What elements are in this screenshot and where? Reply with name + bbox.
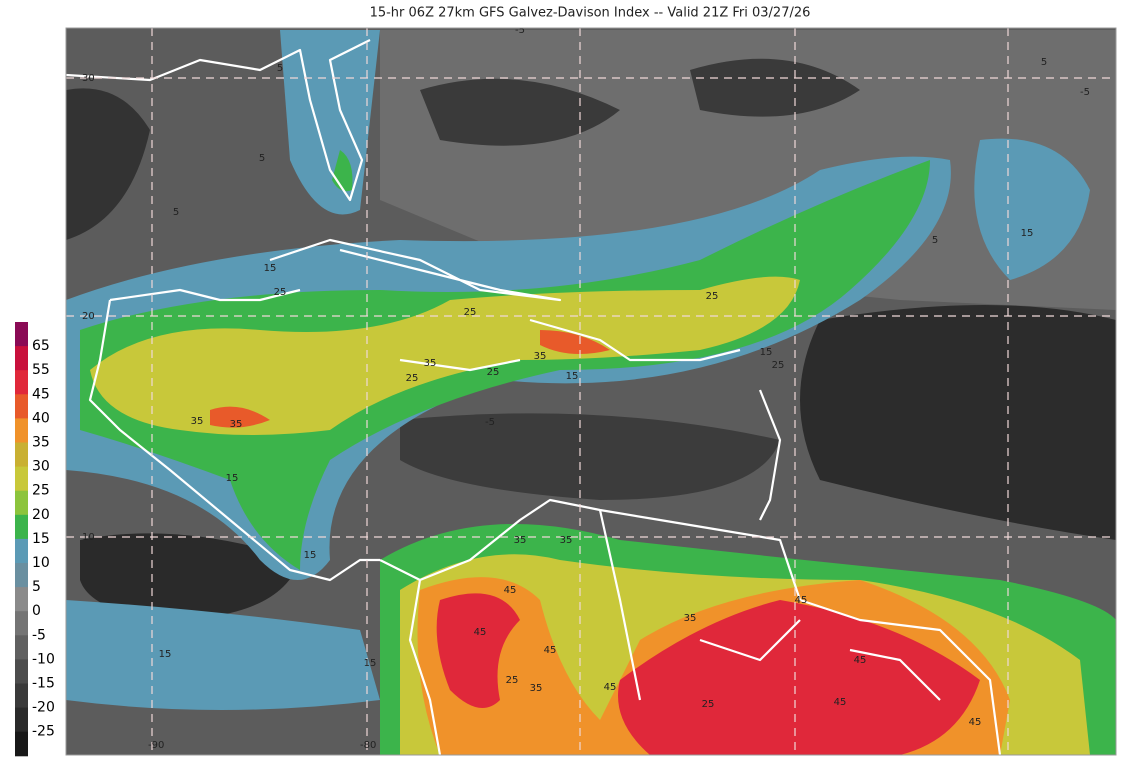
colorbar-label: 0 [32, 603, 41, 619]
contour-label: 45 [795, 595, 808, 606]
colorbar-swatch [15, 466, 28, 492]
colorbar-swatch [15, 731, 28, 757]
contour-label: -5 [515, 25, 525, 36]
colorbar-label: 5 [32, 579, 41, 595]
contour-label: 15 [1021, 228, 1034, 239]
colorbar-label: -5 [32, 627, 46, 643]
colorbar-swatch [15, 490, 28, 516]
contour-label: 35 [530, 683, 543, 694]
colorbar-label: 35 [32, 435, 50, 451]
coastlines [66, 39, 1002, 755]
colorbar-swatch [15, 442, 28, 468]
colorbar-label: 10 [32, 555, 50, 571]
contour-label: 25 [706, 291, 719, 302]
colorbar-label: 45 [32, 386, 50, 402]
map-field: 30 20 10 -90 -80 -5 5 -5 5 5 15 25 25 35 25 35 35 25 25 35… [66, 25, 1116, 755]
lon-label: -80 [360, 740, 376, 751]
colorbar-label: 65 [32, 338, 50, 354]
colorbar-swatch [15, 635, 28, 660]
colorbar-label: -15 [32, 676, 55, 692]
colorbar-swatch [15, 587, 28, 612]
contour-label: 45 [544, 645, 557, 656]
colorbar-label: 15 [32, 531, 50, 547]
contour-label: 25 [487, 367, 500, 378]
colorbar-swatch [15, 538, 28, 564]
contour-label: 25 [506, 675, 519, 686]
colorbar-swatch [15, 659, 28, 684]
contour-label: 5 [259, 153, 265, 164]
contour-label: 45 [504, 585, 517, 596]
contour-label: 35 [684, 613, 697, 624]
contour-label: 35 [230, 419, 243, 430]
colorbar-swatch [15, 394, 28, 419]
contour-label: 45 [474, 627, 487, 638]
contour-label: -5 [485, 417, 495, 428]
contour-label: 15 [264, 263, 277, 274]
contour-label: 15 [226, 473, 239, 484]
colorbar-label: 20 [32, 507, 50, 523]
colorbar-label: -25 [32, 724, 55, 740]
contour-label: 5 [1041, 57, 1047, 68]
colorbar-swatch [15, 683, 28, 709]
contour-label: 15 [159, 649, 172, 660]
map-title: 15-hr 06Z 27km GFS Galvez-Davison Index … [370, 6, 811, 21]
contour-label: 35 [534, 351, 547, 362]
contour-label: 15 [304, 550, 317, 561]
colorbar-swatch [15, 322, 28, 347]
colorbar-swatch [15, 707, 28, 733]
colorbar-swatch [15, 370, 28, 395]
contour-label: 45 [834, 697, 847, 708]
contour-label: 25 [702, 699, 715, 710]
colorbar-label: 25 [32, 483, 50, 499]
contour-label: 35 [560, 535, 573, 546]
colorbar-swatch [15, 346, 28, 371]
colorbar-label: -20 [32, 700, 55, 716]
contour-label: 15 [364, 658, 377, 669]
contour-label: 45 [969, 717, 982, 728]
colorbar-label: -10 [32, 651, 55, 667]
contour-label: 45 [604, 682, 617, 693]
contour-label: 25 [464, 307, 477, 318]
contour-label: 35 [424, 358, 437, 369]
contour-label: 25 [772, 360, 785, 371]
colorbar-swatch [15, 611, 28, 636]
lat-label: 20 [82, 311, 95, 322]
colorbar-label: 30 [32, 459, 50, 475]
colorbar-swatch [15, 418, 28, 443]
lon-label: -90 [148, 740, 164, 751]
contour-label: 25 [274, 287, 287, 298]
colorbar-label: 40 [32, 410, 50, 426]
contour-label: 35 [514, 535, 527, 546]
contour-label: 5 [173, 207, 179, 218]
lat-label: 10 [82, 532, 95, 543]
contour-label: 15 [566, 371, 579, 382]
contour-label: 5 [932, 235, 938, 246]
contour-label: -5 [1080, 87, 1090, 98]
lat-label: 30 [82, 73, 95, 84]
contour-label: 15 [760, 347, 773, 358]
contour-label: 45 [854, 655, 867, 666]
colorbar-label: 55 [32, 362, 50, 378]
map-frame [65, 27, 1117, 756]
contour-label: 5 [277, 63, 283, 74]
contour-label: 25 [406, 373, 419, 384]
colorbar-swatch [15, 514, 28, 540]
contour-label: 35 [191, 416, 204, 427]
colorbar-swatch [15, 563, 28, 588]
